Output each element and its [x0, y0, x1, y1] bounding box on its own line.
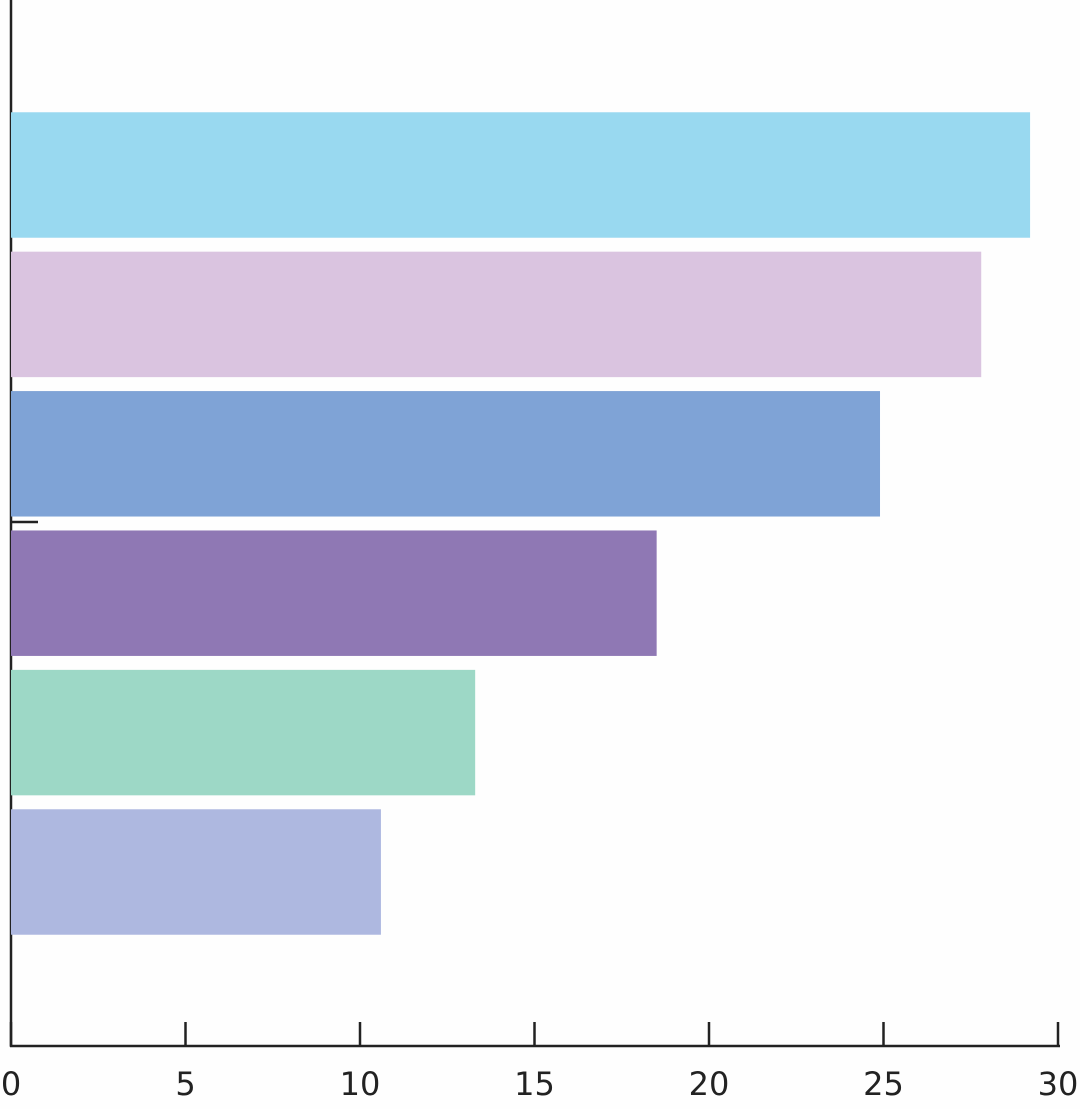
bar	[11, 669, 476, 796]
x-tick-label: 30	[1038, 1065, 1079, 1103]
x-tick-label: 10	[340, 1065, 381, 1103]
bar	[11, 809, 381, 935]
bar	[11, 251, 982, 378]
x-tick-label: 25	[863, 1065, 904, 1103]
bar	[11, 112, 1031, 238]
bar	[11, 530, 657, 656]
x-tick-label: 5	[175, 1065, 195, 1103]
x-tick-label: 20	[689, 1065, 730, 1103]
x-tick-label: 0	[1, 1065, 21, 1103]
x-tick-label: 15	[514, 1065, 555, 1103]
bar	[11, 391, 881, 517]
